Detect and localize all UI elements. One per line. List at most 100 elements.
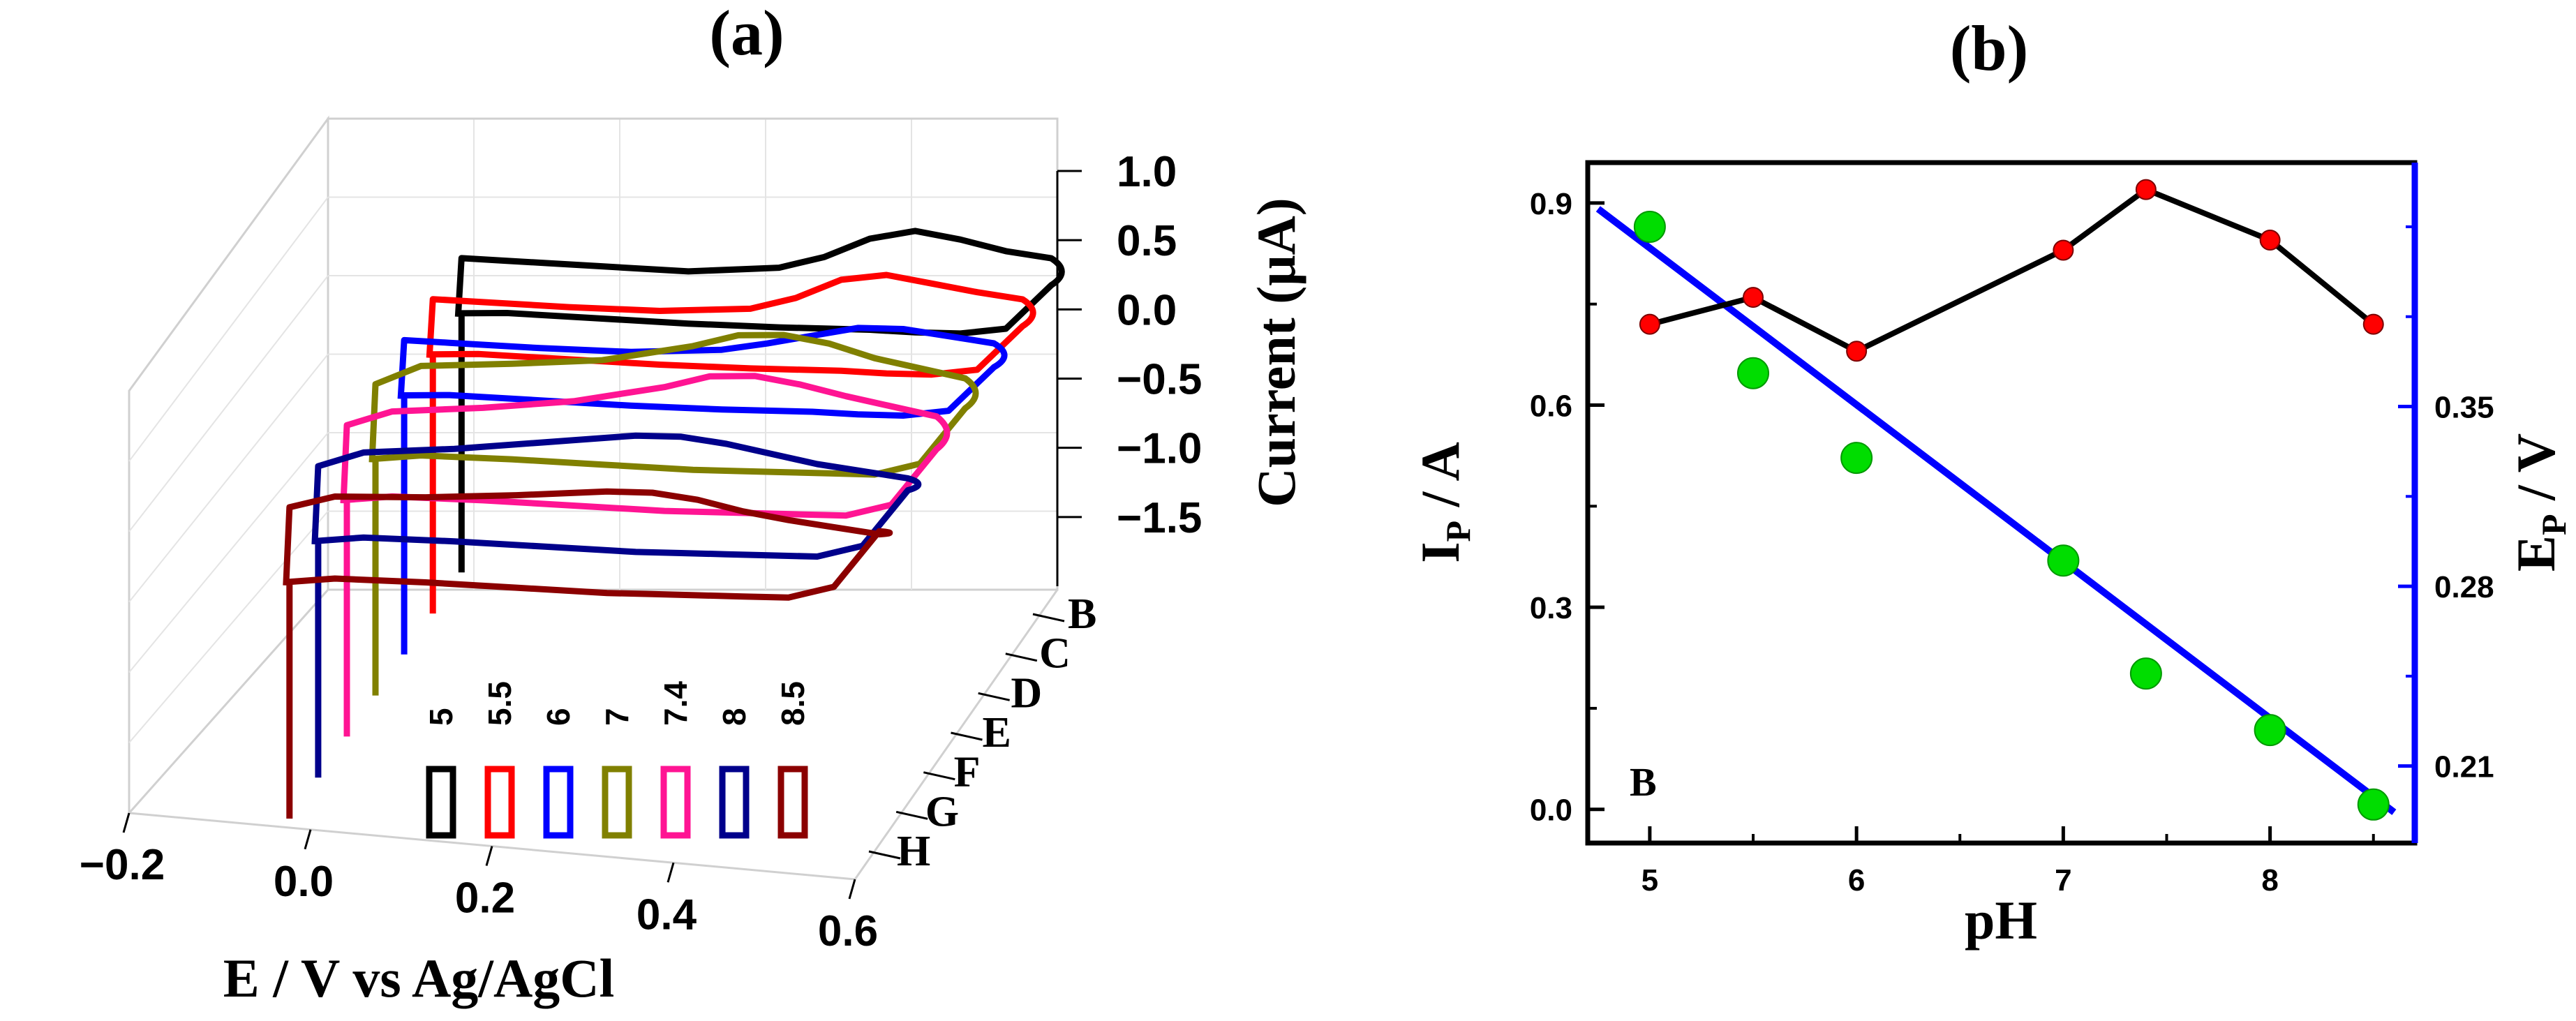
y-tick-label: 0.0	[1117, 286, 1177, 334]
legend-swatch-8	[719, 766, 750, 839]
cv-curve-6	[397, 325, 1008, 655]
z-tick-label: G	[925, 788, 959, 835]
cv-curve-8.5	[283, 488, 893, 819]
panel-a-legend: 5 5.5 6 7 7.4 8 8.5	[423, 681, 811, 839]
left-y-label-unit: / A	[1410, 442, 1471, 521]
right-y-label-unit: / V	[2506, 433, 2566, 514]
x-tick-label: 6	[1848, 863, 1865, 897]
ip-point	[2053, 239, 2074, 261]
panel-a: (a) 1.0 0.5 0.0 −0.5 −1.0 −1.5 Current (μA) −…	[80, 0, 1306, 1008]
ep-point	[2254, 714, 2286, 747]
x-tick-label: 5	[1641, 863, 1658, 897]
ip-point	[1639, 313, 1660, 335]
left-y-tick-label: 0.9	[1530, 187, 1572, 221]
left-wall-gridline	[128, 353, 329, 603]
ep-point	[2047, 544, 2080, 577]
cv-curve-5	[454, 228, 1065, 573]
panel-b-series	[1595, 179, 2397, 821]
x-tick-label: 0.0	[274, 858, 334, 906]
legend-label: 7.4	[657, 681, 694, 726]
ep-point	[1840, 442, 1873, 475]
z-tick-label: B	[1068, 590, 1096, 638]
legend-label: 7	[599, 708, 635, 726]
ep-point	[2357, 788, 2390, 821]
panel-a-title: (a)	[709, 0, 784, 68]
x-tick-label: 8	[2261, 863, 2278, 897]
z-tick-label: C	[1039, 630, 1071, 678]
cv-curve-8	[311, 432, 922, 778]
left-wall-gridline	[128, 275, 329, 532]
x-tick-label: 0.4	[636, 890, 697, 939]
right-y-label-main: E	[2506, 535, 2566, 572]
panel-a-y-tick-marks	[1057, 170, 1082, 519]
ep-point	[2129, 657, 2162, 690]
ip-point	[2259, 230, 2281, 251]
cv-curve-5.5	[426, 271, 1036, 614]
legend-swatch-7.4	[660, 766, 691, 839]
panel-a-x-axis: −0.2 0.0 0.2 0.4 0.6 E / V vs Ag/AgCl	[80, 812, 878, 1008]
ep-fit-line	[1595, 206, 2397, 815]
cv-curve-7.4	[340, 373, 951, 737]
z-tick-label: F	[954, 749, 981, 796]
x-tick-mark	[848, 879, 856, 900]
legend-swatch-7	[602, 766, 632, 839]
z-tick-mark	[978, 692, 1010, 701]
x-tick-label: 7	[2055, 863, 2071, 897]
z-tick-mark	[951, 731, 983, 741]
right-y-tick-label: 0.28	[2434, 570, 2494, 604]
ip-point	[1846, 341, 1868, 362]
z-tick-label: E	[983, 709, 1011, 757]
legend-label: 8.5	[775, 681, 811, 726]
x-tick-mark	[485, 846, 493, 866]
legend-swatch-5.5	[484, 766, 515, 839]
ip-point	[2135, 179, 2157, 200]
x-tick-mark	[122, 812, 131, 833]
y-tick-label: 0.5	[1117, 217, 1177, 265]
z-tick-mark	[895, 810, 928, 820]
legend-swatch-8.5	[777, 766, 808, 839]
z-tick-label: H	[897, 828, 930, 875]
z-tick-mark	[1005, 653, 1038, 662]
right-y-tick-label: 0.21	[2434, 750, 2494, 784]
y-tick-label: −1.0	[1117, 425, 1202, 473]
left-wall-gridline	[128, 510, 329, 743]
right-y-tick-label: 0.35	[2434, 391, 2494, 425]
right-y-label-sub: P	[2534, 514, 2573, 536]
panel-a-x-axis-label: E / V vs Ag/AgCl	[223, 948, 615, 1008]
z-tick-label: D	[1011, 669, 1042, 717]
y-tick-label: −1.5	[1117, 494, 1202, 542]
x-tick-label: −0.2	[80, 841, 165, 889]
ep-point	[1737, 357, 1769, 389]
panel-a-y-tick-labels: 1.0 0.5 0.0 −0.5 −1.0 −1.5	[1117, 148, 1202, 542]
legend-swatch-6	[543, 766, 574, 839]
panel-b-title: (b)	[1950, 13, 2028, 84]
y-tick-label: −0.5	[1117, 356, 1202, 404]
left-y-tick-label: 0.3	[1530, 591, 1572, 625]
panel-a-x-tick-marks	[122, 812, 856, 900]
ep-point	[1633, 210, 1666, 243]
z-tick-mark	[868, 850, 901, 860]
legend-label: 5.5	[482, 681, 518, 726]
x-tick-label: 0.2	[455, 874, 515, 923]
left-y-label-main: I	[1410, 542, 1471, 562]
panel-a-y-axis-label: Current (μA)	[1246, 198, 1306, 507]
ip-point	[1743, 287, 1764, 308]
panel-a-z-tick-marks	[868, 613, 1065, 860]
legend-label: 8	[716, 708, 752, 726]
panel-b-x-axis-label: pH	[1965, 890, 2037, 951]
x-tick-mark	[667, 862, 675, 883]
legend-swatch-5	[426, 766, 456, 839]
cv-curve-7	[368, 331, 979, 696]
panel-b-plot-frame	[1585, 160, 2418, 846]
left-wall-gridline	[128, 196, 329, 462]
panel-b-x-ticks: 5 6 7 8	[1641, 826, 2375, 897]
panel-a-x-tick-labels: −0.2 0.0 0.2 0.4 0.6	[80, 841, 878, 955]
legend-label: 5	[423, 708, 459, 726]
y-tick-label: 1.0	[1117, 148, 1177, 196]
ip-point	[2362, 313, 2384, 335]
x-tick-label: 0.6	[818, 907, 878, 955]
